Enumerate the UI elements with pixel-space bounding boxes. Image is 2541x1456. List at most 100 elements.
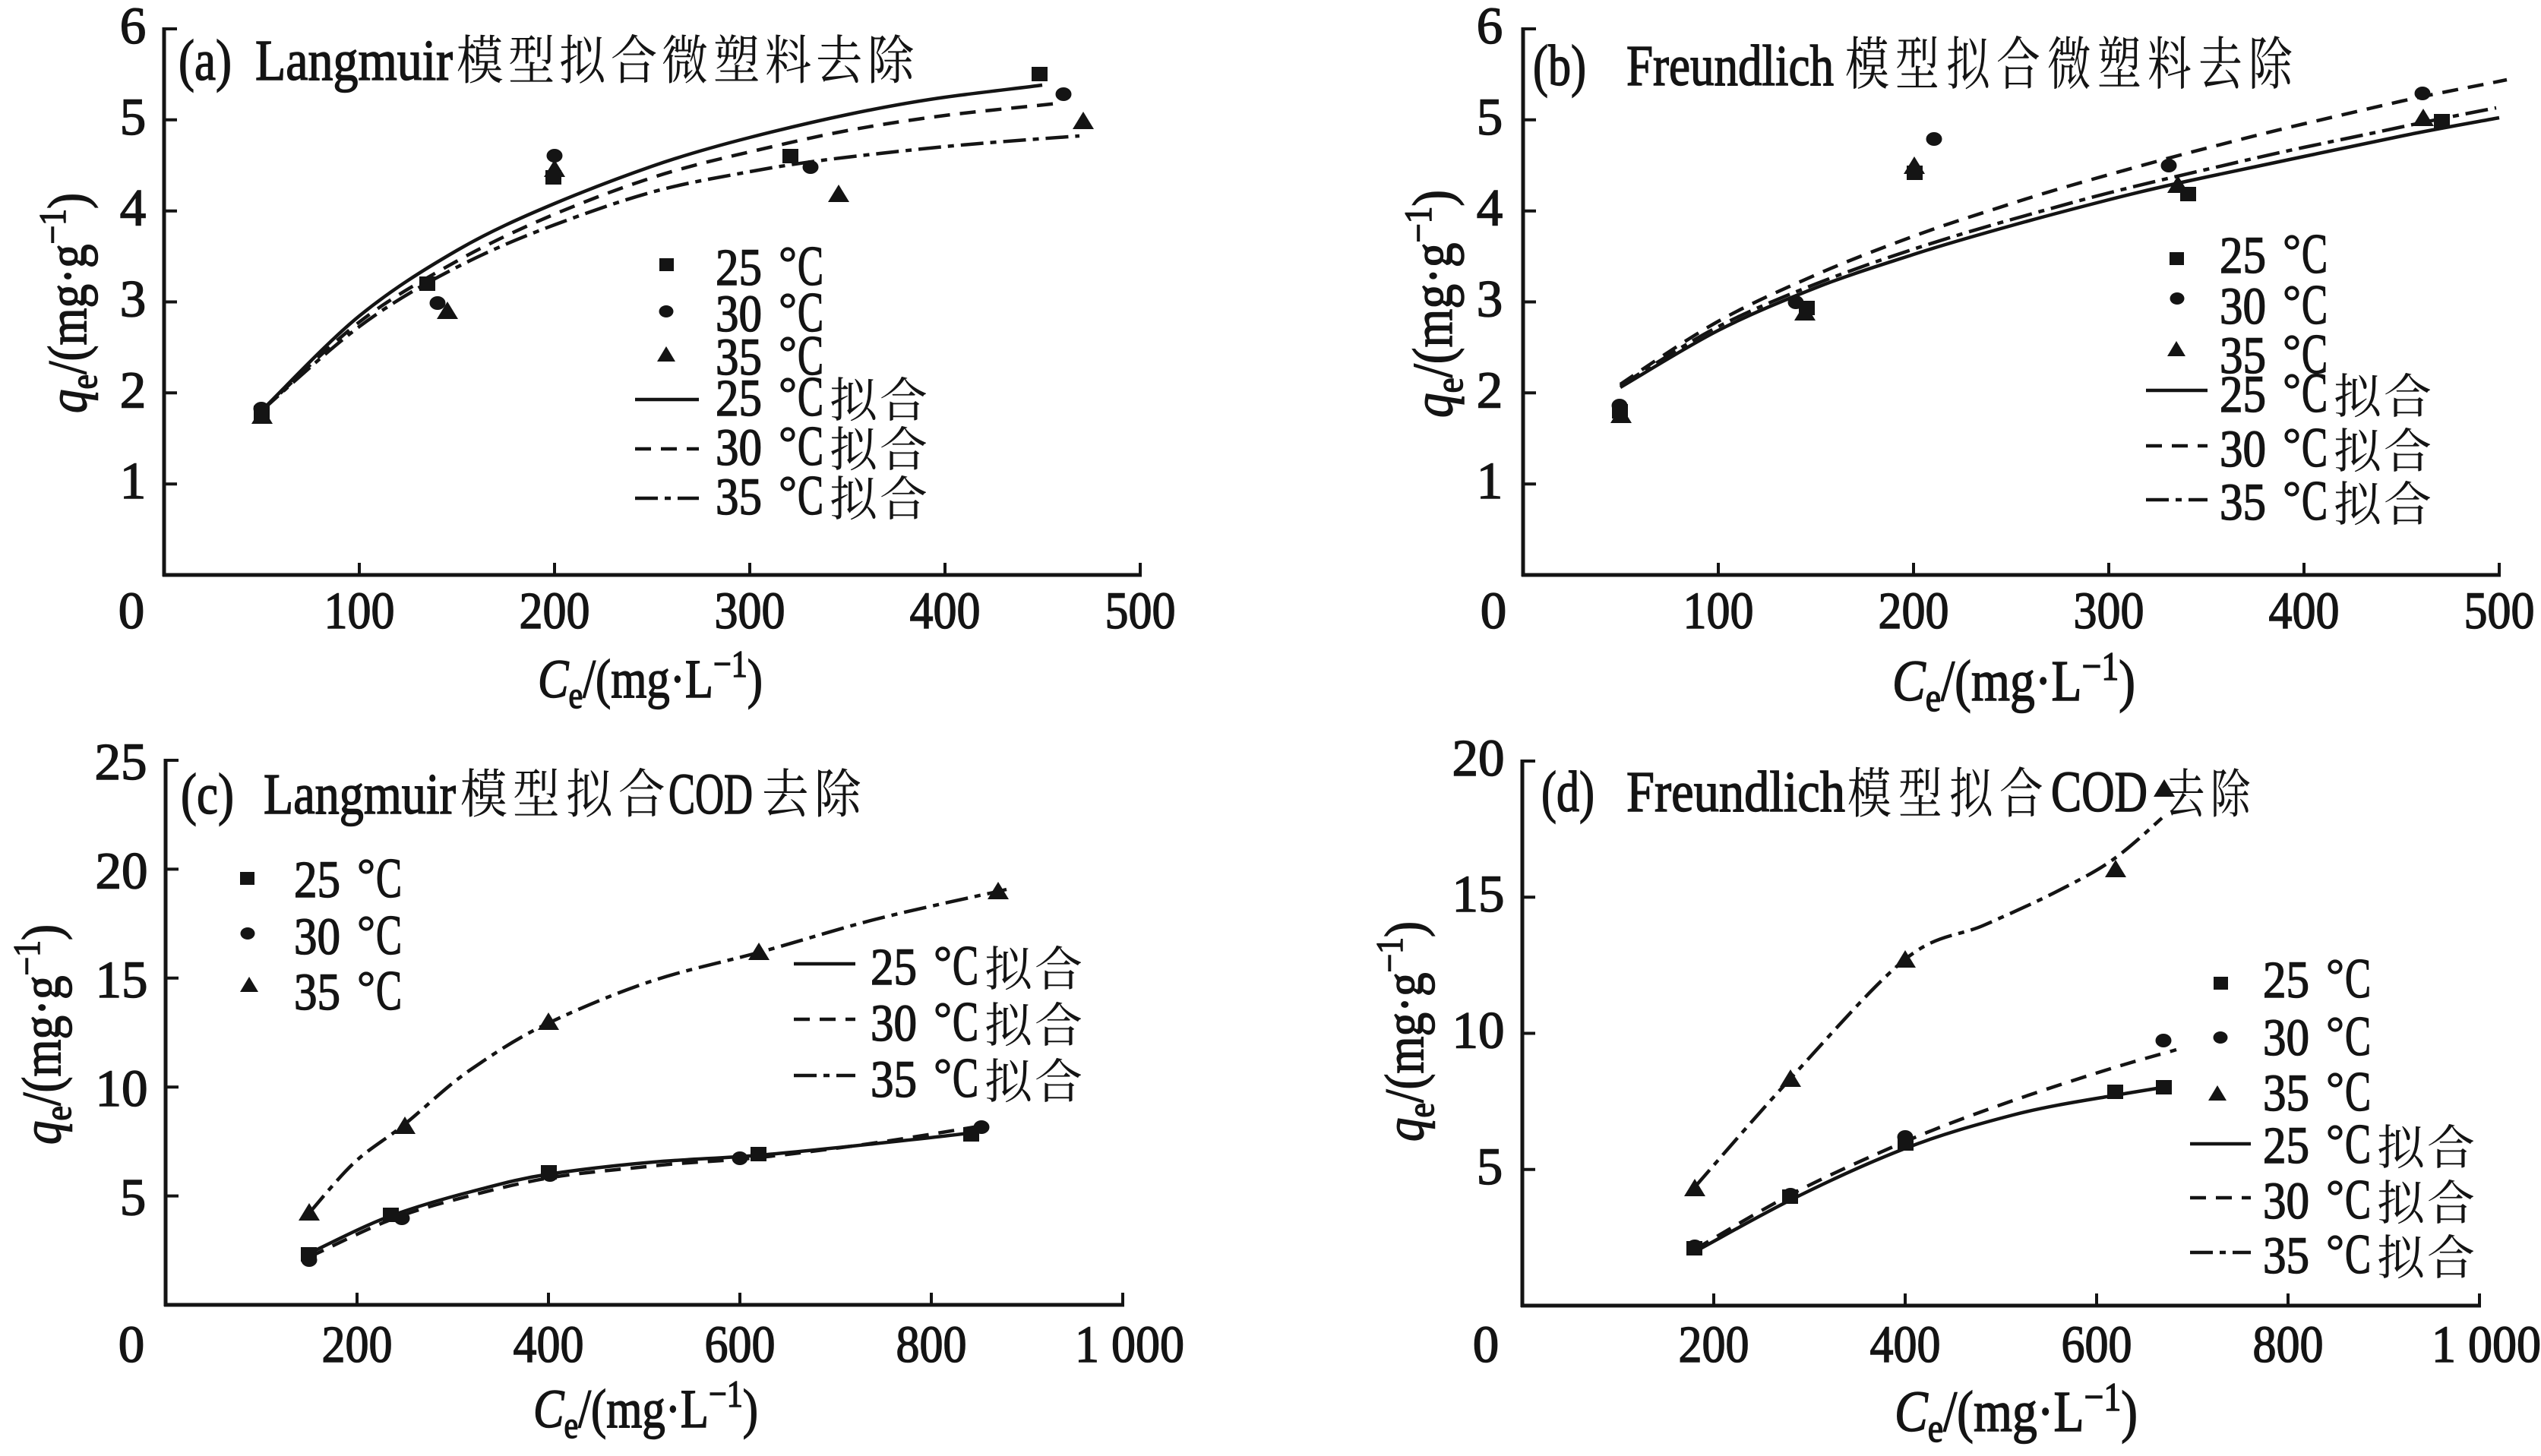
svg-text:35: 35 [716, 468, 762, 526]
svg-text:30: 30 [716, 418, 762, 476]
svg-text:Ce/(mg·L−1): Ce/(mg·L−1) [533, 1372, 758, 1446]
svg-text:C: C [2302, 470, 2328, 532]
svg-text:30: 30 [871, 994, 917, 1052]
svg-text:600: 600 [705, 1315, 776, 1373]
svg-text:C: C [798, 325, 823, 387]
svg-text:300: 300 [715, 582, 785, 640]
svg-text:4: 4 [120, 179, 147, 237]
svg-text:C: C [2345, 1169, 2371, 1231]
svg-text:200: 200 [1679, 1315, 1749, 1373]
svg-text:25: 25 [871, 938, 917, 996]
svg-text:25: 25 [2220, 365, 2266, 423]
svg-text:1 000: 1 000 [2432, 1315, 2541, 1373]
svg-text:400: 400 [1870, 1315, 1941, 1373]
svg-text:C: C [2302, 417, 2328, 479]
svg-text:35: 35 [294, 963, 340, 1021]
svg-text:10: 10 [96, 1060, 148, 1117]
svg-text:Freundlich: Freundlich [1626, 34, 1834, 98]
svg-text:COD: COD [2051, 760, 2148, 824]
svg-text:500: 500 [1105, 582, 1176, 640]
svg-text:C: C [376, 960, 402, 1022]
svg-text:(d): (d) [1541, 760, 1594, 824]
svg-text:qe/(mg·g−1): qe/(mg·g−1) [31, 193, 105, 413]
svg-text:C: C [798, 465, 823, 527]
svg-text:2: 2 [1477, 361, 1503, 418]
svg-text:15: 15 [96, 951, 148, 1009]
svg-text:15: 15 [1452, 865, 1505, 923]
svg-text:qe/(mg·g−1): qe/(mg·g−1) [1368, 921, 1442, 1142]
svg-text:25: 25 [2263, 1116, 2309, 1174]
svg-text:25: 25 [2263, 951, 2309, 1009]
svg-text:C: C [798, 366, 823, 428]
svg-text:C: C [2302, 274, 2328, 336]
svg-text:(b): (b) [1533, 34, 1586, 98]
svg-text:C: C [2345, 1061, 2371, 1123]
svg-text:qe/(mg·g−1): qe/(mg·g−1) [5, 924, 79, 1145]
svg-text:C: C [798, 282, 823, 344]
svg-text:C: C [953, 1047, 978, 1110]
svg-text:1: 1 [120, 452, 147, 510]
svg-text:20: 20 [1452, 729, 1505, 787]
svg-text:400: 400 [910, 582, 981, 640]
svg-text:25: 25 [716, 369, 762, 427]
svg-text:35: 35 [2263, 1227, 2309, 1284]
svg-text:3: 3 [120, 270, 147, 328]
svg-text:0: 0 [1473, 1315, 1500, 1373]
svg-text:C: C [376, 848, 402, 910]
svg-text:35: 35 [871, 1050, 917, 1108]
svg-text:300: 300 [2074, 582, 2144, 640]
svg-text:C: C [2345, 1224, 2371, 1286]
svg-text:25: 25 [2220, 226, 2266, 284]
svg-text:Langmuir: Langmuir [264, 763, 456, 826]
svg-text:C: C [798, 415, 823, 478]
svg-text:C: C [2302, 362, 2328, 425]
svg-text:35: 35 [716, 328, 762, 386]
svg-text:2: 2 [120, 361, 147, 418]
svg-text:(a): (a) [179, 29, 232, 93]
svg-text:100: 100 [324, 582, 395, 640]
svg-text:400: 400 [2269, 582, 2340, 640]
svg-text:C: C [798, 235, 823, 298]
svg-text:1: 1 [1477, 452, 1503, 510]
svg-text:C: C [2345, 1113, 2371, 1176]
svg-text:C: C [953, 991, 978, 1053]
svg-text:6: 6 [120, 0, 147, 55]
svg-text:35: 35 [2220, 327, 2266, 384]
svg-text:25: 25 [294, 851, 340, 908]
svg-text:3: 3 [1477, 270, 1503, 328]
svg-text:25: 25 [716, 238, 762, 296]
svg-text:6: 6 [1477, 0, 1503, 55]
svg-text:C: C [953, 935, 978, 997]
svg-text:20: 20 [96, 842, 148, 899]
svg-text:0: 0 [1481, 582, 1507, 640]
svg-text:5: 5 [120, 1169, 147, 1227]
svg-text:5: 5 [1477, 1138, 1503, 1195]
svg-text:30: 30 [2263, 1009, 2309, 1066]
svg-text:100: 100 [1683, 582, 1754, 640]
svg-text:1 000: 1 000 [1075, 1315, 1184, 1373]
svg-text:10: 10 [1452, 1002, 1505, 1060]
svg-text:30: 30 [716, 285, 762, 343]
svg-text:4: 4 [1477, 179, 1503, 237]
svg-text:C: C [376, 905, 402, 967]
svg-text:35: 35 [2220, 473, 2266, 531]
svg-text:5: 5 [120, 88, 147, 146]
svg-text:600: 600 [2062, 1315, 2132, 1373]
svg-text:Ce/(mg·L−1): Ce/(mg·L−1) [1892, 645, 2135, 720]
svg-text:200: 200 [520, 582, 590, 640]
svg-text:COD: COD [668, 763, 753, 826]
svg-text:C: C [2302, 324, 2328, 386]
svg-text:Ce/(mg·L−1): Ce/(mg·L−1) [1895, 1375, 2138, 1451]
svg-text:30: 30 [2220, 420, 2266, 478]
svg-text:C: C [2302, 223, 2328, 286]
svg-text:800: 800 [896, 1315, 967, 1373]
svg-text:qe/(mg·g−1): qe/(mg·g−1) [1398, 190, 1471, 418]
svg-text:30: 30 [294, 908, 340, 965]
svg-text:200: 200 [1879, 582, 1949, 640]
svg-text:5: 5 [1477, 88, 1503, 146]
svg-text:0: 0 [119, 582, 145, 640]
svg-text:500: 500 [2464, 582, 2535, 640]
svg-text:800: 800 [2253, 1315, 2324, 1373]
svg-text:C: C [2345, 948, 2371, 1010]
svg-text:30: 30 [2220, 277, 2266, 335]
